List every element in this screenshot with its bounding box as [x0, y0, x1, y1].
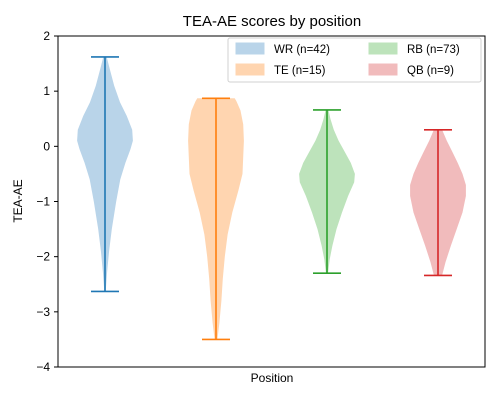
legend-label: WR (n=42) — [274, 44, 330, 56]
y-tick-label: −1 — [36, 195, 50, 209]
y-tick-label: −2 — [36, 250, 50, 264]
legend-swatch — [368, 63, 398, 76]
y-tick-label: −3 — [36, 305, 50, 319]
y-tick-label: 1 — [43, 84, 50, 98]
chart-title: TEA-AE scores by position — [183, 13, 361, 30]
legend-label: QB (n=9) — [407, 65, 454, 77]
legend-label: RB (n=73) — [407, 44, 460, 56]
legend-swatch — [368, 42, 398, 55]
y-tick-label: 2 — [43, 29, 50, 43]
legend-swatch — [235, 63, 265, 76]
x-axis-title: Position — [251, 371, 294, 385]
y-axis: −4 −3 −2 −1 0 1 2 — [36, 29, 58, 374]
y-axis-title: TEA-AE — [11, 179, 25, 222]
legend-frame — [227, 37, 482, 83]
y-tick-label: 0 — [43, 139, 50, 153]
y-tick-label: −4 — [36, 360, 50, 374]
legend-swatch — [235, 42, 265, 55]
legend: WR (n=42) TE (n=15) RB (n=73) QB (n=9) — [227, 37, 482, 83]
violin-layer — [77, 56, 466, 341]
legend-label: TE (n=15) — [274, 65, 326, 77]
